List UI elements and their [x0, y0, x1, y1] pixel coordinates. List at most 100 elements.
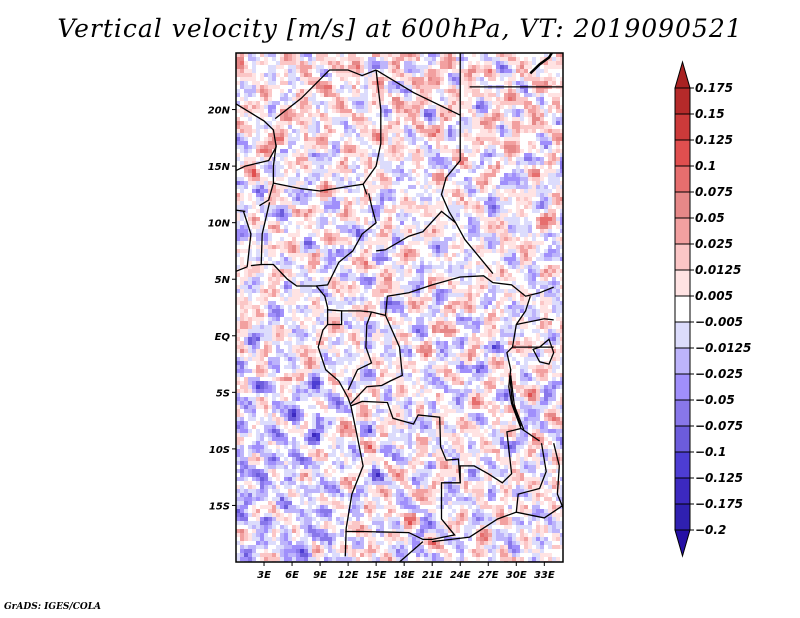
- field-cell: [392, 205, 396, 209]
- field-cell: [288, 125, 292, 129]
- field-cell: [304, 197, 308, 201]
- field-cell: [392, 285, 396, 289]
- field-cell: [488, 181, 492, 185]
- field-cell: [384, 201, 388, 205]
- field-cell: [368, 109, 372, 113]
- field-cell: [396, 217, 400, 221]
- field-cell: [560, 233, 563, 237]
- field-cell: [464, 97, 468, 101]
- field-cell: [428, 157, 432, 161]
- field-cell: [312, 145, 316, 149]
- field-cell: [468, 189, 472, 193]
- field-cell: [368, 181, 372, 185]
- field-cell: [388, 273, 392, 277]
- field-cell: [448, 85, 452, 89]
- field-cell: [448, 293, 452, 297]
- field-cell: [532, 81, 536, 85]
- field-cell: [412, 249, 416, 253]
- field-cell: [500, 149, 504, 153]
- field-cell: [392, 101, 396, 105]
- field-cell: [352, 281, 356, 285]
- field-cell: [480, 117, 484, 121]
- field-cell: [492, 105, 496, 109]
- field-cell: [312, 125, 316, 129]
- field-cell: [464, 89, 468, 93]
- field-cell: [556, 241, 560, 245]
- field-cell: [244, 209, 248, 213]
- field-cell: [236, 125, 240, 129]
- field-cell: [312, 177, 316, 181]
- field-cell: [348, 113, 352, 117]
- field-cell: [288, 189, 292, 193]
- field-cell: [512, 197, 516, 201]
- field-cell: [248, 65, 252, 69]
- field-cell: [440, 265, 444, 269]
- field-cell: [260, 201, 264, 205]
- field-cell: [444, 141, 448, 145]
- field-cell: [544, 273, 548, 277]
- field-cell: [508, 225, 512, 229]
- field-cell: [496, 109, 500, 113]
- field-cell: [268, 189, 272, 193]
- field-cell: [312, 53, 316, 57]
- field-cell: [500, 281, 504, 285]
- field-cell: [332, 153, 336, 157]
- field-cell: [544, 269, 548, 273]
- field-cell: [264, 157, 268, 161]
- field-cell: [480, 153, 484, 157]
- field-cell: [372, 209, 376, 213]
- field-cell: [424, 73, 428, 77]
- field-cell: [532, 157, 536, 161]
- field-cell: [512, 265, 516, 269]
- field-cell: [552, 245, 556, 249]
- field-cell: [244, 173, 248, 177]
- field-cell: [480, 193, 484, 197]
- field-cell: [256, 289, 260, 293]
- field-cell: [296, 253, 300, 257]
- field-cell: [476, 273, 480, 277]
- field-cell: [504, 61, 508, 65]
- field-cell: [468, 57, 472, 61]
- field-cell: [372, 77, 376, 81]
- field-cell: [280, 101, 284, 105]
- field-cell: [488, 121, 492, 125]
- field-cell: [328, 181, 332, 185]
- field-cell: [348, 89, 352, 93]
- field-cell: [456, 81, 460, 85]
- field-cell: [288, 205, 292, 209]
- field-cell: [364, 149, 368, 153]
- field-cell: [288, 77, 292, 81]
- field-cell: [272, 145, 276, 149]
- field-cell: [504, 177, 508, 181]
- field-cell: [276, 141, 280, 145]
- field-cell: [536, 101, 540, 105]
- field-cell: [396, 281, 400, 285]
- field-cell: [452, 121, 456, 125]
- field-cell: [372, 85, 376, 89]
- field-cell: [308, 153, 312, 157]
- field-cell: [520, 165, 524, 169]
- field-cell: [520, 173, 524, 177]
- field-cell: [496, 213, 500, 217]
- field-cell: [480, 293, 484, 297]
- field-cell: [376, 145, 380, 149]
- field-cell: [424, 85, 428, 89]
- field-cell: [552, 273, 556, 277]
- field-cell: [428, 253, 432, 257]
- field-cell: [372, 141, 376, 145]
- field-cell: [392, 145, 396, 149]
- field-cell: [448, 225, 452, 229]
- field-cell: [540, 185, 544, 189]
- field-cell: [296, 257, 300, 261]
- field-cell: [404, 141, 408, 145]
- field-cell: [252, 105, 256, 109]
- field-cell: [556, 221, 560, 225]
- field-cell: [348, 201, 352, 205]
- field-cell: [460, 181, 464, 185]
- field-cell: [560, 101, 563, 105]
- field-cell: [344, 125, 348, 129]
- field-cell: [452, 177, 456, 181]
- field-cell: [388, 181, 392, 185]
- field-cell: [316, 269, 320, 273]
- field-cell: [448, 269, 452, 273]
